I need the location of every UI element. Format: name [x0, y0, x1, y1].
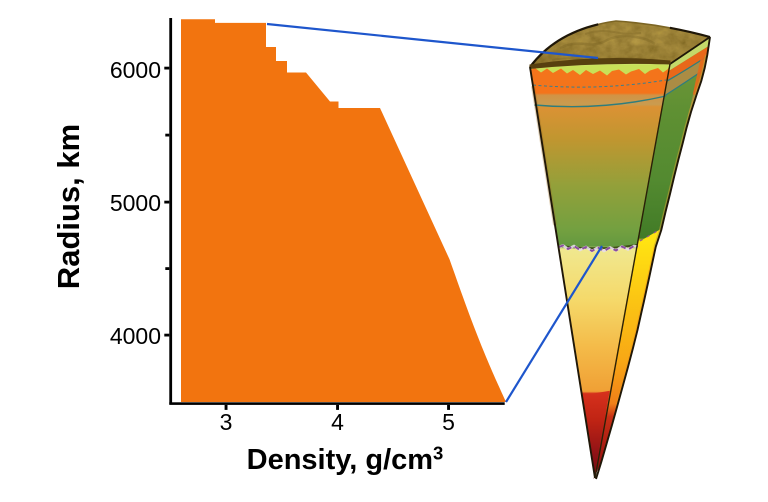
- svg-text:5000: 5000: [110, 190, 161, 216]
- svg-text:6000: 6000: [110, 57, 161, 83]
- svg-text:4: 4: [331, 409, 344, 435]
- svg-text:Density, g/cm3: Density, g/cm3: [247, 443, 444, 477]
- svg-text:3: 3: [220, 409, 233, 435]
- svg-text:Radius, km: Radius, km: [51, 124, 86, 289]
- svg-text:5: 5: [442, 409, 455, 435]
- svg-text:4000: 4000: [110, 323, 161, 349]
